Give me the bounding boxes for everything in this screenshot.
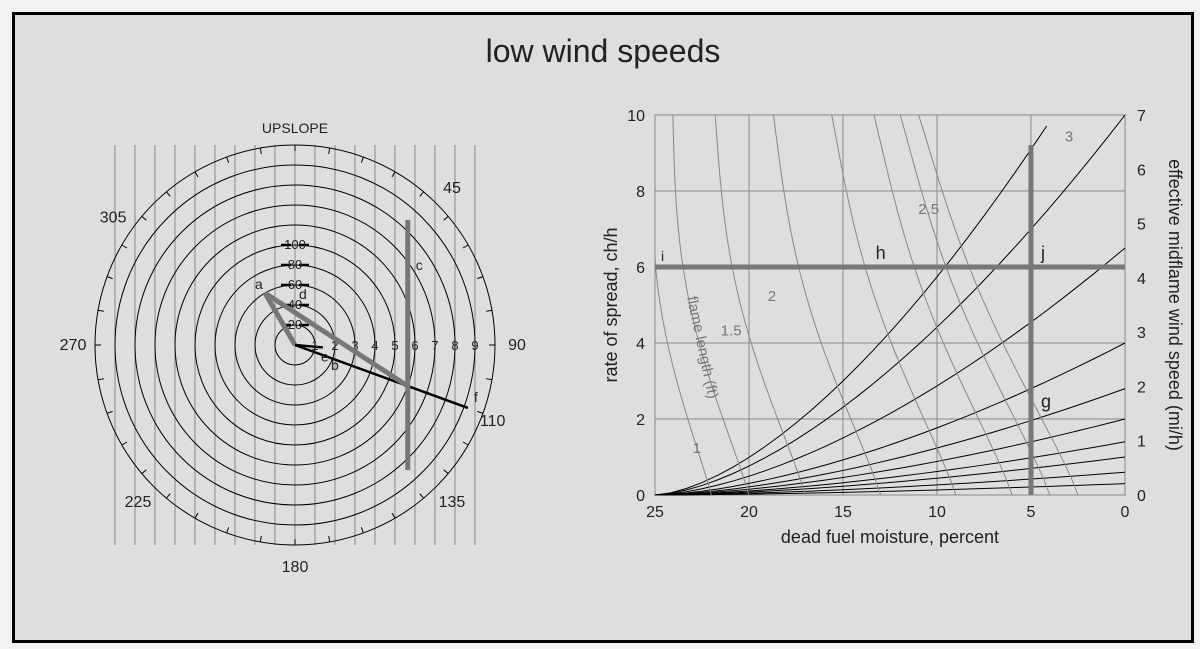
fan-curve bbox=[655, 389, 1125, 495]
x-tick-label: 15 bbox=[834, 504, 852, 521]
polar-tick bbox=[486, 310, 492, 311]
angle-label: 90 bbox=[508, 337, 526, 354]
fan-curve bbox=[655, 457, 1125, 495]
polar-tick bbox=[260, 536, 261, 542]
flame-curve bbox=[773, 115, 880, 495]
y-right-tick-label: 2 bbox=[1137, 379, 1146, 396]
flame-curve bbox=[655, 115, 711, 495]
ring-value-label: 20 bbox=[288, 317, 302, 332]
y-left-tick-label: 4 bbox=[636, 336, 645, 353]
x-tick-label: 20 bbox=[740, 504, 758, 521]
letter-a: a bbox=[255, 276, 263, 292]
y-right-tick-label: 0 bbox=[1137, 488, 1146, 505]
polar-tick bbox=[420, 494, 424, 499]
polar-tick bbox=[477, 277, 483, 279]
polar-tick bbox=[486, 379, 492, 380]
polar-tick bbox=[142, 470, 147, 474]
polar-tick bbox=[361, 157, 363, 163]
flame-curve bbox=[900, 115, 1049, 495]
letter-j: j bbox=[1040, 243, 1045, 263]
x-tick-label: 0 bbox=[1121, 504, 1130, 521]
y-right-tick-label: 1 bbox=[1137, 434, 1146, 451]
angle-label: 305 bbox=[100, 210, 127, 227]
letter-c: c bbox=[416, 257, 423, 273]
y-right-axis-label: effective midflame wind speed (mi/h) bbox=[1165, 159, 1185, 451]
radial-tick-label: 4 bbox=[371, 338, 378, 353]
polar-tick bbox=[329, 148, 330, 154]
polar-tick bbox=[98, 379, 104, 380]
radial-tick-label: 7 bbox=[431, 338, 438, 353]
letter-g: g bbox=[1041, 392, 1051, 412]
angle-label: 270 bbox=[60, 337, 87, 354]
angle-label: 45 bbox=[443, 180, 461, 197]
letter-b: b bbox=[331, 357, 339, 373]
polar-tick bbox=[444, 470, 449, 474]
y-left-tick-label: 6 bbox=[636, 260, 645, 277]
y-right-tick-label: 4 bbox=[1137, 271, 1146, 288]
flame-curve-label: 1 bbox=[693, 440, 701, 457]
letter-i: i bbox=[661, 248, 664, 264]
x-tick-label: 25 bbox=[646, 504, 664, 521]
polar-tick bbox=[166, 192, 170, 197]
cartesian-chart: 2520151050024681001234567dead fuel moist… bbox=[595, 75, 1185, 615]
angle-label: 135 bbox=[439, 494, 466, 511]
radial-tick-label: 6 bbox=[411, 338, 418, 353]
polar-tick bbox=[98, 310, 104, 311]
y-left-axis-label: rate of spread, ch/h bbox=[601, 227, 621, 382]
angle-label: 225 bbox=[125, 494, 152, 511]
letter-e: e bbox=[321, 348, 329, 364]
letter-h: h bbox=[876, 243, 886, 263]
polar-tick bbox=[227, 157, 229, 163]
flame-curve-label: 2.5 bbox=[918, 201, 939, 218]
ring-value-label: 80 bbox=[288, 257, 302, 272]
diagram-frame: low wind speeds UPSLOPE45901351802252703… bbox=[12, 12, 1194, 643]
x-axis-label: dead fuel moisture, percent bbox=[781, 527, 999, 547]
flame-length-label: flame length (ft) bbox=[683, 295, 721, 400]
flame-curve-label: 1.5 bbox=[721, 322, 742, 339]
x-tick-label: 5 bbox=[1027, 504, 1036, 521]
resultant-110-label: 110 bbox=[480, 413, 506, 430]
flame-curve bbox=[673, 115, 749, 495]
flame-curve-label: 2 bbox=[768, 288, 776, 305]
radial-tick-label: 5 bbox=[391, 338, 398, 353]
x-tick-label: 10 bbox=[928, 504, 946, 521]
y-left-tick-label: 10 bbox=[627, 108, 645, 125]
polar-diagram: UPSLOPE459013518022527030520406080100123… bbox=[25, 85, 585, 625]
angle-label: 180 bbox=[282, 559, 309, 576]
y-left-tick-label: 2 bbox=[636, 412, 645, 429]
polar-tick bbox=[166, 494, 170, 499]
flame-curve bbox=[715, 115, 805, 495]
flame-curve bbox=[874, 115, 1012, 495]
polar-tick bbox=[420, 192, 424, 197]
polar-tick bbox=[142, 216, 147, 220]
y-right-tick-label: 6 bbox=[1137, 162, 1146, 179]
polar-tick bbox=[107, 411, 113, 413]
polar-tick bbox=[227, 527, 229, 533]
fan-curve bbox=[655, 419, 1125, 495]
radial-tick-label: 8 bbox=[451, 338, 458, 353]
polar-tick bbox=[122, 245, 127, 248]
letter-f: f bbox=[474, 389, 478, 405]
y-left-tick-label: 8 bbox=[636, 184, 645, 201]
upslope-label: UPSLOPE bbox=[262, 120, 328, 136]
fan-curve bbox=[655, 248, 1125, 495]
y-right-tick-label: 3 bbox=[1137, 325, 1146, 342]
polar-tick bbox=[329, 536, 330, 542]
polar-tick bbox=[260, 148, 261, 154]
flame-curve-label: 3 bbox=[1065, 129, 1073, 146]
polar-tick bbox=[122, 442, 127, 445]
polar-tick bbox=[107, 277, 113, 279]
y-right-tick-label: 5 bbox=[1137, 217, 1146, 234]
y-right-tick-label: 7 bbox=[1137, 108, 1146, 125]
letter-d: d bbox=[299, 286, 307, 302]
polar-tick bbox=[361, 527, 363, 533]
radial-tick-label: 9 bbox=[471, 338, 478, 353]
polar-tick bbox=[463, 245, 468, 248]
y-left-tick-label: 0 bbox=[636, 488, 645, 505]
polar-tick bbox=[463, 442, 468, 445]
polar-tick bbox=[444, 216, 449, 220]
ring-value-label: 100 bbox=[284, 237, 306, 252]
page-title: low wind speeds bbox=[15, 33, 1191, 70]
